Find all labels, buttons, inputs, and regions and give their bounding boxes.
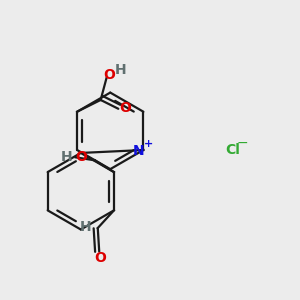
Text: O: O xyxy=(119,101,131,115)
Text: +: + xyxy=(144,139,153,149)
Text: −: − xyxy=(237,136,249,150)
Text: Cl: Cl xyxy=(225,143,240,157)
Text: H: H xyxy=(115,64,127,77)
Text: N: N xyxy=(133,145,145,158)
Text: O: O xyxy=(103,68,115,82)
Text: H: H xyxy=(80,220,92,234)
Text: O: O xyxy=(94,251,106,265)
Text: O: O xyxy=(76,150,88,164)
Text: H: H xyxy=(61,150,73,164)
